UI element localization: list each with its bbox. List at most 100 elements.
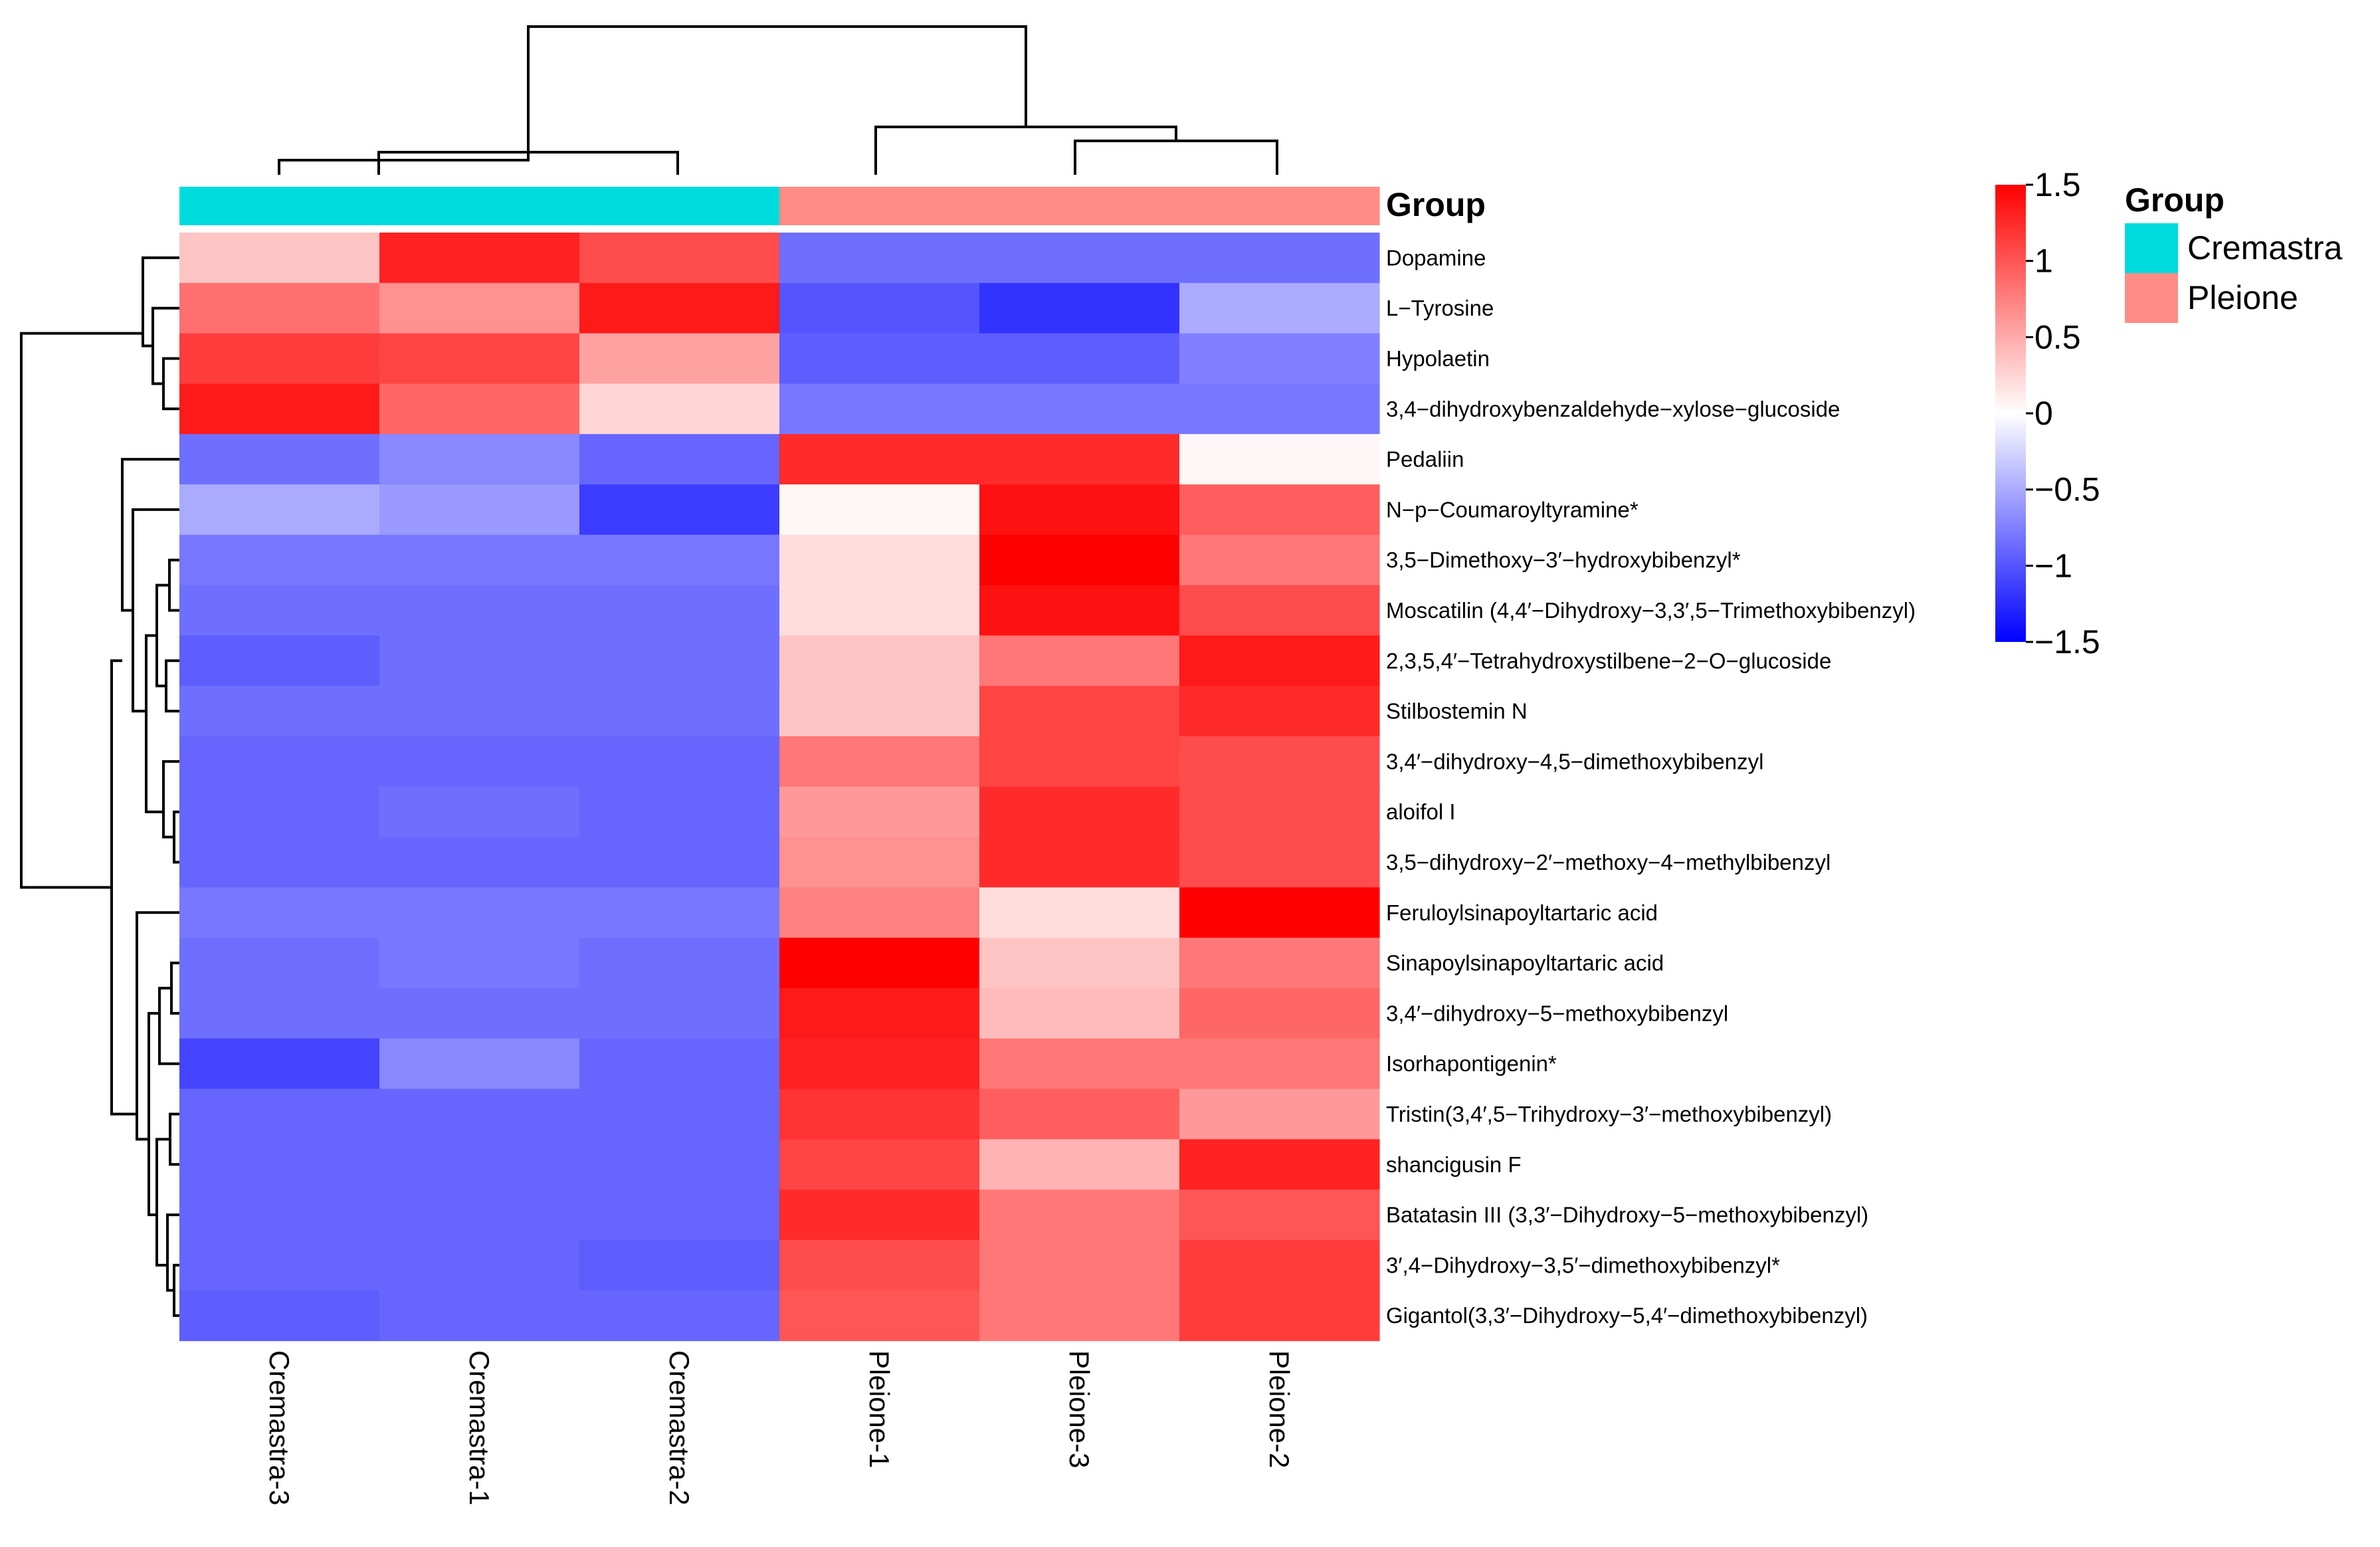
heatmap-cell: [779, 786, 980, 838]
row-dendrogram: [20, 256, 179, 1317]
row-labels: Dopamine L−Tyrosine Hypolaetin 3,4−dihydrox…: [1386, 245, 1916, 1328]
row-label: Tristin(3,4′,5−Trihydroxy−3′−methoxybibe…: [1386, 1102, 1832, 1126]
heatmap-cell: [179, 1290, 380, 1342]
heatmap-cell: [379, 1189, 580, 1241]
heatmap-cell: [979, 686, 1180, 737]
row-label: 3,4′−dihydroxy−5−methoxybibenzyl: [1386, 1001, 1728, 1025]
row-label: L−Tyrosine: [1386, 296, 1494, 320]
heatmap-cell: [379, 1038, 580, 1090]
heatmap-cell: [779, 1038, 980, 1090]
group-bar-segment: [979, 187, 1180, 225]
group-bar-segment: [379, 187, 580, 225]
heatmap-cell: [979, 383, 1180, 435]
row-label: Pedaliin: [1386, 447, 1464, 472]
heatmap-cell: [579, 1088, 780, 1140]
heatmap-cell: [779, 686, 980, 737]
row-label: N−p−Coumaroyltyramine*: [1386, 497, 1638, 522]
heatmap-cell: [979, 333, 1180, 384]
heatmap-cell: [579, 887, 780, 938]
heatmap-cell: [1179, 786, 1380, 838]
scale-tick-label: 1: [2034, 243, 2053, 280]
heatmap-cell: [1179, 686, 1380, 737]
heatmap-cell: [379, 282, 580, 334]
row-label: Hypolaetin: [1386, 346, 1490, 371]
column-label: Cremastra-2: [664, 1350, 695, 1505]
heatmap-cell: [779, 1139, 980, 1190]
heatmap-cell: [179, 686, 380, 737]
row-label: Stilbostemin N: [1386, 699, 1528, 724]
column-labels: Cremastra-3 Cremastra-1 Cremastra-2 Pleione…: [264, 1350, 1295, 1505]
heatmap-cell: [779, 837, 980, 888]
row-label: 3,5−dihydroxy−2′−methoxy−4−methylbibenzy…: [1386, 850, 1831, 875]
heatmap-cell: [579, 383, 780, 435]
heatmap-cell: [779, 1240, 980, 1291]
group-annotation-bar: [179, 187, 1380, 225]
heatmap-cell: [1179, 1189, 1380, 1241]
heatmap-cell: [579, 434, 780, 485]
row-label: Batatasin III (3,3′−Dihydroxy−5−methoxyb…: [1386, 1203, 1868, 1227]
heatmap-cell: [779, 887, 980, 938]
row-dendrogram-branch: [110, 659, 137, 1116]
heatmap-cell: [579, 1189, 780, 1241]
row-dendrogram-branch: [165, 659, 179, 713]
heatmap-cell: [579, 837, 780, 888]
heatmap-cell: [379, 383, 580, 435]
group-legend: Cremastra Pleione: [2125, 223, 2343, 323]
heatmap-cell: [979, 1290, 1180, 1342]
heatmap-cell: [1179, 1290, 1380, 1342]
heatmap-cell: [179, 837, 380, 888]
column-label: Pleione-3: [1064, 1350, 1095, 1468]
heatmap-cell: [979, 1240, 1180, 1291]
heatmap-cell: [779, 333, 980, 384]
heatmap-cell: [379, 736, 580, 787]
row-label: Sinapoylsinapoyltartaric acid: [1386, 951, 1664, 976]
heatmap-cell: [379, 887, 580, 938]
heatmap-cell: [979, 786, 1180, 838]
heatmap-cell: [379, 938, 580, 989]
heatmap-cell: [379, 1290, 580, 1342]
heatmap-cell: [779, 534, 980, 586]
heatmap-cell: [579, 282, 780, 334]
heatmap-cell: [1179, 282, 1380, 334]
heatmap-cell: [379, 988, 580, 1039]
heatmap-cell: [1179, 837, 1380, 888]
row-label: 3,4−dihydroxybenzaldehyde−xylose−glucosi…: [1386, 397, 1840, 421]
heatmap-cell: [379, 585, 580, 636]
row-label: shancigusin F: [1386, 1152, 1522, 1177]
heatmap-cell: [979, 938, 1180, 989]
row-label: 2,3,5,4′−Tetrahydroxystilbene−2−O−glucos…: [1386, 649, 1831, 673]
heatmap-cell: [1179, 1038, 1380, 1090]
heatmap-cell: [1179, 1139, 1380, 1190]
heatmap-cell: [979, 837, 1180, 888]
heatmap-cell: [779, 585, 980, 636]
heatmap-cell: [179, 333, 380, 384]
heatmap-cell: [579, 686, 780, 737]
heatmap-cell: [1179, 1240, 1380, 1291]
heatmap-cell: [379, 534, 580, 586]
heatmap-cell: [379, 786, 580, 838]
row-dendrogram-branch: [166, 1213, 179, 1292]
row-dendrogram-branch: [136, 911, 179, 1141]
heatmap-cell: [979, 1038, 1180, 1090]
heatmap-cell: [379, 333, 580, 384]
heatmap-cell: [1179, 434, 1380, 485]
heatmap-cell: [979, 1088, 1180, 1140]
heatmap-cell: [1179, 585, 1380, 636]
heatmap-cell: [579, 1240, 780, 1291]
row-dendrogram-branch: [20, 332, 143, 889]
column-dendrogram-branch: [527, 25, 1027, 152]
row-dendrogram-branch: [169, 1112, 179, 1166]
row-label: aloifol I: [1386, 799, 1456, 824]
heatmap-cell: [179, 1240, 380, 1291]
heatmap-cell: [579, 786, 780, 838]
row-label: Moscatilin (4,4′−Dihydroxy−3,3′,5−Trimet…: [1386, 598, 1916, 623]
heatmap-cell: [379, 233, 580, 284]
group-bar-segment: [779, 187, 980, 225]
heatmap-cell: [179, 1189, 380, 1241]
row-dendrogram-branch: [173, 1263, 179, 1317]
heatmap-cell: [579, 988, 780, 1039]
row-dendrogram-branch: [162, 357, 179, 411]
heatmap-cell: [979, 635, 1180, 686]
heatmap-cell: [979, 585, 1180, 636]
heatmap-cell: [379, 686, 580, 737]
